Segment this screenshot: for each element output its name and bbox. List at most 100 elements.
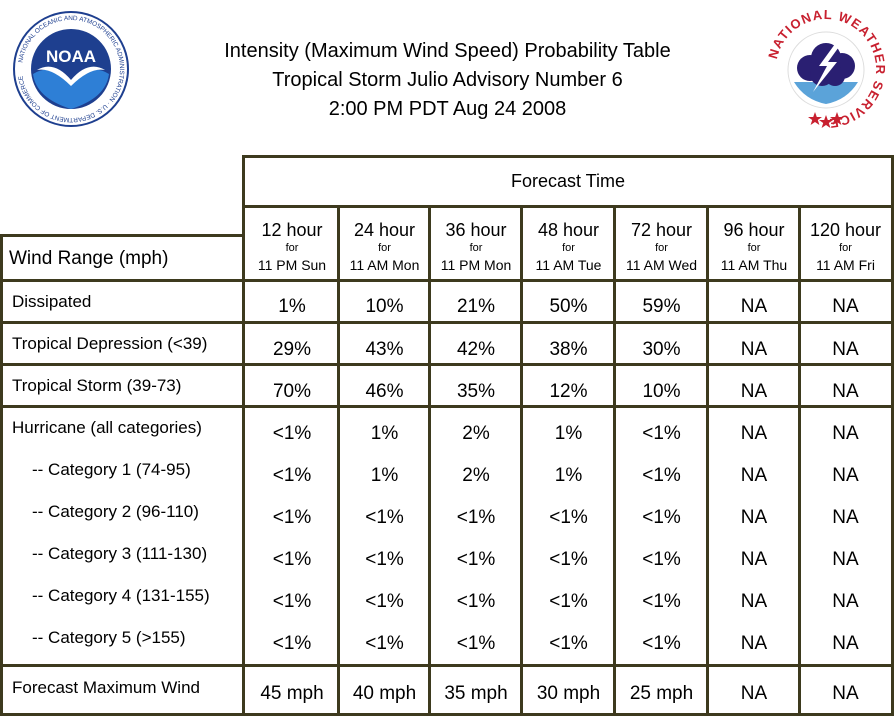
table-cell: NA	[740, 591, 768, 612]
table-cell: NA	[740, 549, 768, 570]
table-cell: NA	[740, 633, 768, 654]
table-cell: NA	[740, 507, 768, 528]
table-cell: 25 mph	[629, 683, 694, 704]
row-label: -- Category 4 (131-155)	[32, 586, 210, 605]
column-time: 11 PM Mon	[440, 257, 512, 273]
row-label: -- Category 2 (96-110)	[32, 502, 199, 521]
column-divider	[337, 205, 340, 716]
table-cell: 70%	[272, 381, 312, 402]
table-cell: 1%	[554, 423, 583, 444]
column-for: for	[285, 242, 299, 254]
table-cell: NA	[740, 683, 768, 704]
table-cell: 45 mph	[260, 683, 324, 704]
column-time: 11 AM Fri	[816, 257, 875, 273]
table-cell: NA	[832, 339, 859, 360]
column-time: 11 AM Wed	[625, 257, 698, 273]
row-divider	[0, 405, 894, 408]
table-cell: <1%	[365, 507, 404, 528]
row-divider	[0, 664, 894, 667]
table-cell: 10%	[365, 296, 404, 317]
table-cell: NA	[740, 296, 768, 317]
column-divider	[428, 205, 431, 716]
forecast-time-divider	[242, 205, 894, 208]
column-hour: 48 hour	[537, 220, 600, 240]
column-for: for	[469, 242, 483, 254]
table-cell: NA	[740, 381, 768, 402]
column-hour: 72 hour	[630, 220, 693, 240]
table-cell: <1%	[272, 549, 312, 570]
row-divider	[0, 363, 894, 366]
column-for: for	[655, 242, 668, 254]
column-divider	[613, 205, 616, 716]
column-for: for	[562, 242, 575, 254]
table-cell: <1%	[272, 507, 312, 528]
table-cell: <1%	[642, 423, 681, 444]
table-cell: <1%	[642, 549, 681, 570]
table-cell: 1%	[278, 296, 306, 317]
table-cell: 2%	[462, 423, 490, 444]
table-cell: <1%	[272, 633, 312, 654]
table-cell: 38%	[549, 339, 588, 360]
table-cell: 29%	[272, 339, 312, 360]
table-cell: <1%	[642, 633, 681, 654]
table-cell: <1%	[272, 423, 312, 444]
title-line-1: Intensity (Maximum Wind Speed) Probabili…	[224, 40, 671, 62]
table-cell: 12%	[549, 381, 588, 402]
table-cell: <1%	[456, 507, 496, 528]
page-title: Intensity (Maximum Wind Speed) Probabili…	[160, 37, 735, 124]
table-cell: NA	[740, 465, 768, 486]
row-label: -- Category 1 (74-95)	[32, 460, 191, 479]
table-cell: 46%	[365, 381, 404, 402]
table-cell: 59%	[642, 296, 681, 317]
row-divider	[0, 321, 894, 324]
table-cell: <1%	[549, 591, 588, 612]
table-cell: 10%	[642, 381, 681, 402]
table-cell: NA	[832, 549, 859, 570]
table-cell: 30 mph	[536, 683, 601, 704]
table-cell: <1%	[365, 633, 404, 654]
title-line-3: 2:00 PM PDT Aug 24 2008	[328, 98, 567, 120]
column-divider	[798, 205, 801, 716]
column-divider	[706, 205, 709, 716]
column-for: for	[378, 242, 391, 254]
table-cell: 50%	[549, 296, 588, 317]
table-cell: <1%	[549, 549, 588, 570]
table-cell: 30%	[642, 339, 681, 360]
table-cell: NA	[832, 591, 859, 612]
column-hour: 120 hour	[809, 220, 882, 240]
row-label: Tropical Storm (39-73)	[12, 376, 182, 395]
table-cell: 43%	[365, 339, 404, 360]
wind-range-label: Wind Range (mph)	[9, 248, 169, 269]
table-cell: NA	[832, 296, 859, 317]
table-cell: 40 mph	[352, 683, 417, 704]
table-cell: NA	[832, 633, 859, 654]
row-label: Forecast Maximum Wind	[12, 678, 200, 697]
column-for: for	[839, 242, 852, 254]
table-cell: NA	[832, 683, 859, 704]
title-line-2: Tropical Storm Julio Advisory Number 6	[272, 69, 623, 91]
table-cell: <1%	[365, 591, 404, 612]
table-cell: 1%	[370, 423, 399, 444]
table-cell: NA	[740, 423, 768, 444]
label-column-divider	[242, 279, 245, 716]
column-hour: 96 hour	[723, 220, 785, 240]
row-label: Tropical Depression (<39)	[12, 334, 208, 353]
column-time: 11 AM Mon	[349, 257, 420, 273]
column-time: 11 AM Tue	[535, 257, 602, 273]
table-cell: <1%	[642, 591, 681, 612]
table-cell: NA	[740, 339, 768, 360]
table-cell: NA	[832, 423, 859, 444]
column-divider	[520, 205, 523, 716]
column-hour: 24 hour	[353, 220, 416, 240]
column-hour: 12 hour	[261, 220, 323, 240]
row-label: -- Category 5 (>155)	[32, 628, 186, 647]
table-body-box	[0, 279, 894, 716]
table-cell: <1%	[365, 549, 404, 570]
table-cell: 42%	[456, 339, 496, 360]
column-hour: 36 hour	[445, 220, 507, 240]
row-label: Hurricane (all categories)	[12, 418, 202, 437]
table-cell: NA	[832, 465, 859, 486]
table-cell: <1%	[456, 633, 496, 654]
table-cell: <1%	[272, 465, 312, 486]
row-label: Dissipated	[12, 292, 92, 311]
